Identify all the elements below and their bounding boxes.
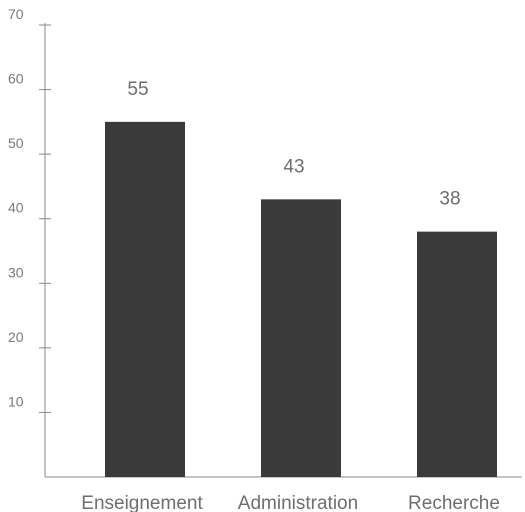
data-label: 55 — [127, 79, 148, 100]
data-labels: 55 43 38 — [127, 79, 460, 210]
bar — [105, 121, 185, 477]
bar — [261, 199, 341, 478]
x-category-label: Administration — [238, 493, 358, 512]
y-tick-label: 50 — [8, 135, 24, 151]
x-category-label: Enseignement — [81, 493, 203, 512]
y-tick-label: 30 — [8, 264, 24, 280]
x-category-label: Recherche — [408, 493, 500, 512]
y-tick-label: 60 — [8, 71, 24, 87]
y-axis-ticks: 10 20 30 40 50 60 70 — [8, 6, 51, 413]
x-axis-categories: Enseignement Administration Recherche — [81, 493, 500, 512]
data-label: 43 — [283, 156, 304, 177]
data-label: 38 — [439, 189, 460, 210]
y-tick-label: 20 — [8, 329, 24, 345]
bars — [105, 121, 497, 478]
y-tick-label: 40 — [8, 200, 24, 216]
y-tick-label: 10 — [8, 393, 24, 409]
y-tick-label: 70 — [8, 6, 24, 22]
bar — [417, 231, 497, 477]
